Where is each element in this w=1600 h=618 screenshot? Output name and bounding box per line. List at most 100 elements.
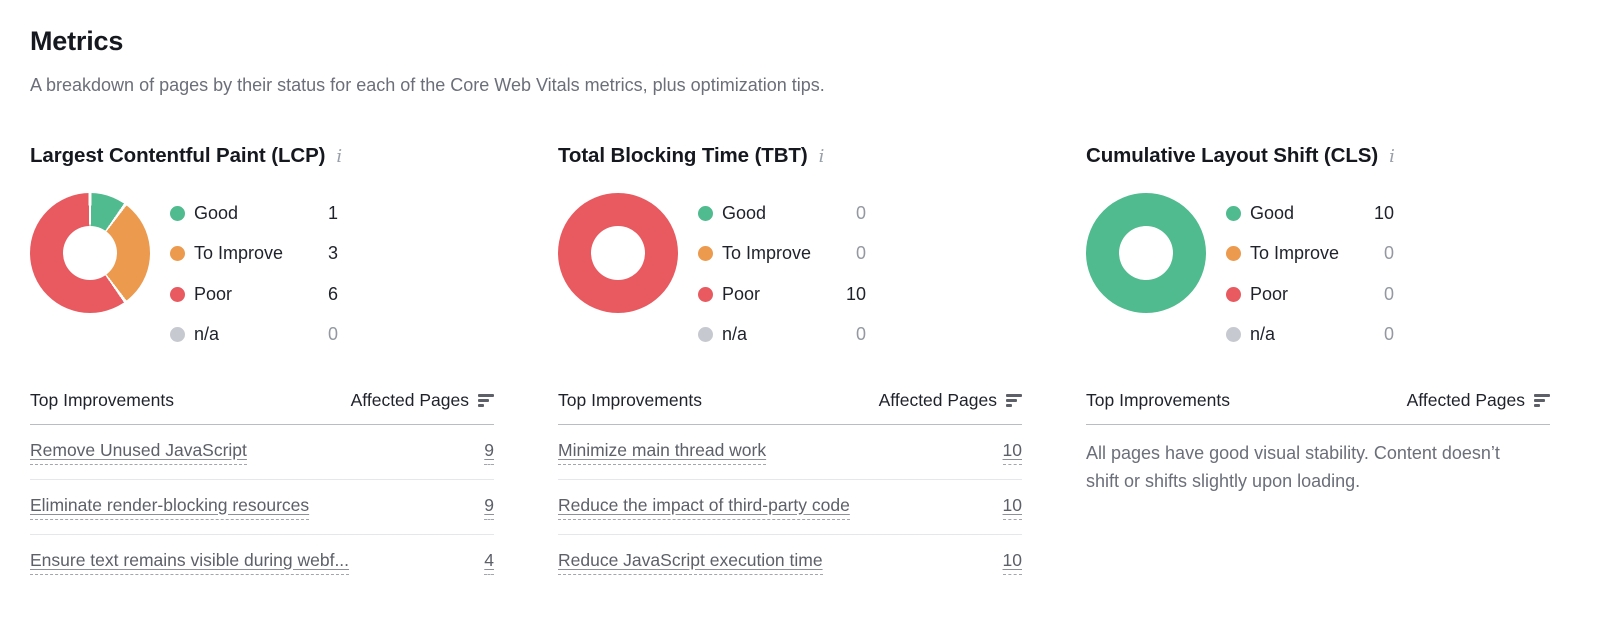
metric-title-text: Largest Contentful Paint (LCP) [30,144,326,167]
top-improvements-table-cls: Top Improvements Affected Pages All page… [1086,390,1550,496]
legend-value: 0 [855,324,866,345]
affected-pages-label: Affected Pages [1406,390,1525,410]
legend-dot-to-improve [1226,246,1241,262]
chart-legend: Good 10 To Improve 0 Poor 0 [1226,193,1394,355]
metric-card-cls: Cumulative Layout Shift (CLS) i Good 10 … [1086,144,1550,590]
affected-pages-count[interactable]: 9 [484,440,494,465]
legend-dot-na [170,327,185,343]
legend-label: Good [194,202,239,223]
legend-item-na: n/a 0 [170,315,338,356]
chart-row: Good 0 To Improve 0 Poor 10 [558,193,1022,355]
metric-card-tbt: Total Blocking Time (TBT) i Good 0 To Im… [558,144,1022,590]
legend-value: 0 [1383,243,1394,264]
metric-card-lcp: Largest Contentful Paint (LCP) i Good 1 … [30,144,494,590]
legend-dot-to-improve [170,246,185,262]
legend-label: Poor [722,283,761,304]
chart-row: Good 10 To Improve 0 Poor 0 [1086,193,1550,355]
affected-pages-count[interactable]: 9 [484,495,494,520]
table-row: Minimize main thread work 10 [558,425,1022,480]
metric-title-text: Total Blocking Time (TBT) [558,144,808,167]
legend-item-na: n/a 0 [1226,315,1394,356]
chart-legend: Good 1 To Improve 3 Poor 6 [170,193,338,355]
info-icon[interactable]: i [818,146,825,167]
visual-stability-note: All pages have good visual stability. Co… [1086,443,1500,491]
table-header-row: Top Improvements Affected Pages [1086,390,1550,425]
legend-value: 10 [845,283,866,304]
legend-dot-good [170,205,185,221]
top-improvements-table-lcp: Top Improvements Affected Pages Remove U… [30,390,494,590]
info-icon[interactable]: i [336,146,343,167]
metric-title-text: Cumulative Layout Shift (CLS) [1086,144,1379,167]
chart-legend: Good 0 To Improve 0 Poor 10 [698,193,866,355]
improvement-link[interactable]: Reduce JavaScript execution time [558,550,823,575]
legend-item-poor: Poor 10 [698,274,866,315]
column-header-affected-pages[interactable]: Affected Pages [879,390,1022,411]
legend-dot-na [698,327,713,343]
improvement-link[interactable]: Eliminate render-blocking resources [30,495,310,520]
legend-value: 3 [327,243,338,264]
info-icon[interactable]: i [1389,146,1395,167]
top-improvements-table-tbt: Top Improvements Affected Pages Minimize… [558,390,1022,590]
table-row: Reduce JavaScript execution time 10 [558,535,1022,590]
legend-item-na: n/a 0 [698,315,866,356]
table-row: Remove Unused JavaScript 9 [30,425,494,480]
affected-pages-count[interactable]: 10 [1002,440,1022,465]
legend-item-to-improve: To Improve 0 [698,234,866,275]
affected-pages-count[interactable]: 10 [1002,550,1022,575]
legend-dot-good [698,205,713,221]
metric-columns: Largest Contentful Paint (LCP) i Good 1 … [30,144,1570,590]
legend-dot-to-improve [698,246,713,262]
legend-value: 0 [1383,283,1394,304]
metric-title-cls: Cumulative Layout Shift (CLS) i [1086,144,1550,168]
donut-chart-cls[interactable] [1086,193,1206,313]
column-header-affected-pages[interactable]: Affected Pages [1407,390,1550,411]
table-header-row: Top Improvements Affected Pages [30,390,494,425]
legend-value: 0 [855,243,866,264]
legend-label: To Improve [1250,243,1340,264]
legend-label: n/a [722,324,748,345]
sort-descending-icon [478,394,494,407]
legend-value: 6 [327,283,338,304]
improvement-link[interactable]: Minimize main thread work [558,440,767,465]
metrics-page: Metrics A breakdown of pages by their st… [30,26,1570,590]
legend-label: n/a [194,324,220,345]
table-row: Reduce the impact of third-party code 10 [558,480,1022,535]
legend-value: 10 [1373,202,1394,223]
improvement-link[interactable]: Ensure text remains visible during webf.… [30,550,350,575]
sort-descending-icon [1006,394,1022,407]
legend-item-good: Good 0 [698,193,866,234]
column-header-affected-pages[interactable]: Affected Pages [351,390,494,411]
affected-pages-count[interactable]: 10 [1002,495,1022,520]
legend-label: Good [1250,202,1295,223]
table-row: Ensure text remains visible during webf.… [30,535,494,590]
legend-dot-na [1226,327,1241,343]
legend-item-poor: Poor 0 [1226,274,1394,315]
legend-dot-poor [698,286,713,302]
column-header-top-improvements: Top Improvements [30,390,174,410]
legend-value: 0 [1383,324,1394,345]
page-title: Metrics [30,26,124,56]
donut-chart-lcp[interactable] [30,193,150,313]
page-subtitle: A breakdown of pages by their status for… [30,75,825,95]
legend-label: n/a [1250,324,1276,345]
legend-value: 1 [327,202,338,223]
legend-label: To Improve [722,243,812,264]
legend-dot-poor [170,286,185,302]
legend-item-good: Good 1 [170,193,338,234]
affected-pages-count[interactable]: 4 [484,550,494,575]
legend-item-to-improve: To Improve 3 [170,234,338,275]
legend-item-poor: Poor 6 [170,274,338,315]
improvement-link[interactable]: Reduce the impact of third-party code [558,495,850,520]
improvement-link[interactable]: Remove Unused JavaScript [30,440,247,465]
donut-chart-tbt[interactable] [558,193,678,313]
sort-descending-icon [1534,394,1550,407]
legend-label: Poor [194,283,233,304]
legend-label: Poor [1250,283,1289,304]
table-row: Eliminate render-blocking resources 9 [30,480,494,535]
affected-pages-label: Affected Pages [350,390,469,410]
legend-label: Good [722,202,767,223]
legend-item-to-improve: To Improve 0 [1226,234,1394,275]
metric-title-tbt: Total Blocking Time (TBT) i [558,144,1022,168]
legend-value: 0 [327,324,338,345]
table-header-row: Top Improvements Affected Pages [558,390,1022,425]
